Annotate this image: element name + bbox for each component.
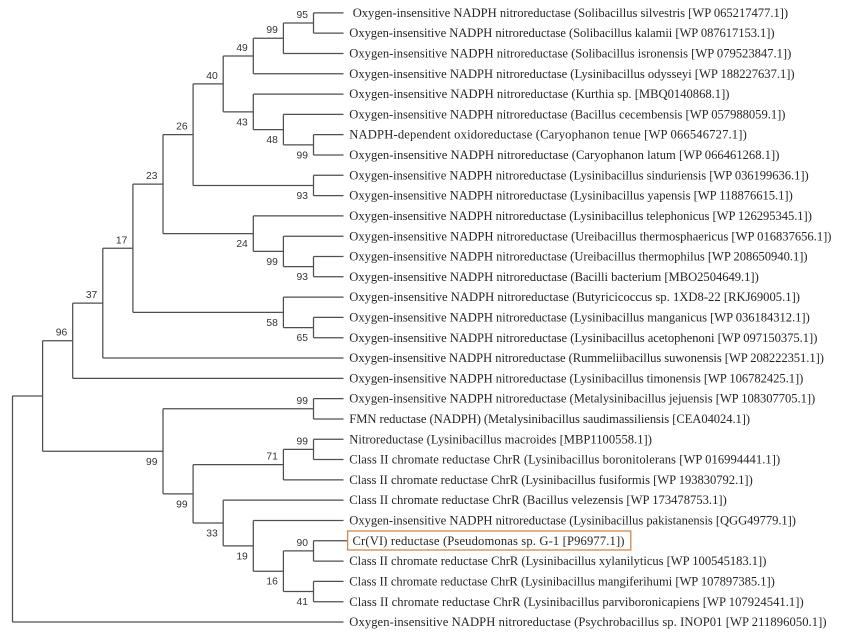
svg-text:Oxygen-insensitive NADPH nitro: Oxygen-insensitive NADPH nitroreductase … [349, 148, 779, 162]
svg-text:26: 26 [176, 122, 188, 133]
svg-text:17: 17 [116, 235, 128, 246]
svg-text:Oxygen-insensitive NADPH nitro: Oxygen-insensitive NADPH nitroreductase … [349, 270, 759, 284]
svg-text:Oxygen-insensitive NADPH nitro: Oxygen-insensitive NADPH nitroreductase … [349, 67, 794, 81]
svg-text:43: 43 [236, 117, 248, 128]
svg-text:Oxygen-insensitive NADPH nitro: Oxygen-insensitive NADPH nitroreductase … [349, 229, 831, 243]
svg-text:Class II chromate reductase Ch: Class II chromate reductase ChrR (Lysini… [349, 574, 775, 588]
svg-text:FMN reductase (NADPH) (Metalys: FMN reductase (NADPH) (Metalysinibacillu… [349, 412, 750, 426]
svg-text:99: 99 [266, 257, 278, 268]
svg-text:Oxygen-insensitive NADPH nitro: Oxygen-insensitive NADPH nitroreductase … [349, 107, 785, 121]
svg-text:99: 99 [297, 396, 309, 407]
svg-text:Oxygen-insensitive NADPH nitro: Oxygen-insensitive NADPH nitroreductase … [349, 47, 791, 61]
svg-text:Oxygen-insensitive NADPH nitro: Oxygen-insensitive NADPH nitroreductase … [349, 26, 774, 40]
svg-text:48: 48 [266, 135, 278, 146]
svg-text:Oxygen-insensitive NADPH nitro: Oxygen-insensitive NADPH nitroreductase … [349, 392, 815, 406]
svg-text:99: 99 [146, 457, 158, 468]
svg-text:Class II chromate reductase Ch: Class II chromate reductase ChrR (Lysini… [349, 453, 780, 467]
svg-text:Oxygen-insensitive NADPH nitro: Oxygen-insensitive NADPH nitroreductase … [349, 310, 810, 324]
svg-text:Oxygen-insensitive NADPH nitro: Oxygen-insensitive NADPH nitroreductase … [349, 209, 812, 223]
svg-text:Nitroreductase (Lysinibacillus: Nitroreductase (Lysinibacillus macroides… [349, 432, 652, 446]
svg-text:19: 19 [236, 551, 248, 562]
svg-text:NADPH-dependent oxidoreductase: NADPH-dependent oxidoreductase (Caryopha… [349, 128, 747, 142]
svg-text:Oxygen-insensitive NADPH nitro: Oxygen-insensitive NADPH nitroreductase … [349, 351, 824, 365]
svg-text:16: 16 [266, 577, 278, 588]
svg-text:40: 40 [206, 71, 218, 82]
svg-text:24: 24 [236, 239, 248, 250]
svg-text:93: 93 [297, 191, 309, 202]
svg-text:Oxygen-insensitive NADPH nitro: Oxygen-insensitive NADPH nitroreductase … [349, 290, 800, 304]
svg-text:Class II chromate reductase Ch: Class II chromate reductase ChrR (Lysini… [349, 595, 803, 609]
svg-text:90: 90 [297, 538, 309, 549]
svg-text:Class II chromate reductase Ch: Class II chromate reductase ChrR (Lysini… [349, 473, 753, 487]
svg-text:Class II chromate reductase Ch: Class II chromate reductase ChrR (Lysini… [349, 554, 766, 568]
svg-text:Class II chromate reductase Ch: Class II chromate reductase ChrR (Bacill… [349, 493, 727, 507]
svg-text:Oxygen-insensitive NADPH nitro: Oxygen-insensitive NADPH nitroreductase … [349, 331, 817, 345]
svg-text:99: 99 [297, 150, 309, 161]
svg-text:Oxygen-insensitive NADPH nitro: Oxygen-insensitive NADPH nitroreductase … [349, 87, 729, 101]
svg-text:Oxygen-insensitive NADPH nitro: Oxygen-insensitive NADPH nitroreductase … [349, 168, 808, 182]
svg-text:58: 58 [266, 318, 278, 329]
svg-text:Oxygen-insensitive NADPH nitro: Oxygen-insensitive NADPH nitroreductase … [349, 371, 803, 385]
svg-text:33: 33 [206, 529, 218, 540]
svg-text:Oxygen-insensitive NADPH nitro: Oxygen-insensitive NADPH nitroreductase … [349, 189, 793, 203]
svg-text:41: 41 [297, 597, 309, 608]
svg-text:Oxygen-insensitive NADPH nitro: Oxygen-insensitive NADPH nitroreductase … [349, 615, 826, 629]
svg-text:Oxygen-insensitive NADPH nitro: Oxygen-insensitive NADPH nitroreductase … [349, 514, 796, 528]
svg-text:23: 23 [146, 171, 158, 182]
svg-text:Oxygen-insensitive NADPH nitro: Oxygen-insensitive NADPH nitroreductase … [353, 6, 788, 20]
svg-text:99: 99 [176, 499, 188, 510]
svg-text:49: 49 [236, 43, 248, 54]
svg-text:93: 93 [297, 272, 309, 283]
svg-text:71: 71 [266, 452, 278, 463]
svg-text:96: 96 [56, 328, 68, 339]
svg-text:Oxygen-insensitive NADPH nitro: Oxygen-insensitive NADPH nitroreductase … [349, 250, 807, 264]
svg-text:65: 65 [297, 333, 309, 344]
svg-text:99: 99 [266, 25, 278, 36]
svg-text:95: 95 [297, 10, 309, 21]
svg-text:Cr(VI) reductase (Pseudomonas: Cr(VI) reductase (Pseudomonas sp. G-1 [P… [353, 534, 625, 548]
svg-text:37: 37 [86, 290, 98, 301]
svg-text:99: 99 [297, 436, 309, 447]
